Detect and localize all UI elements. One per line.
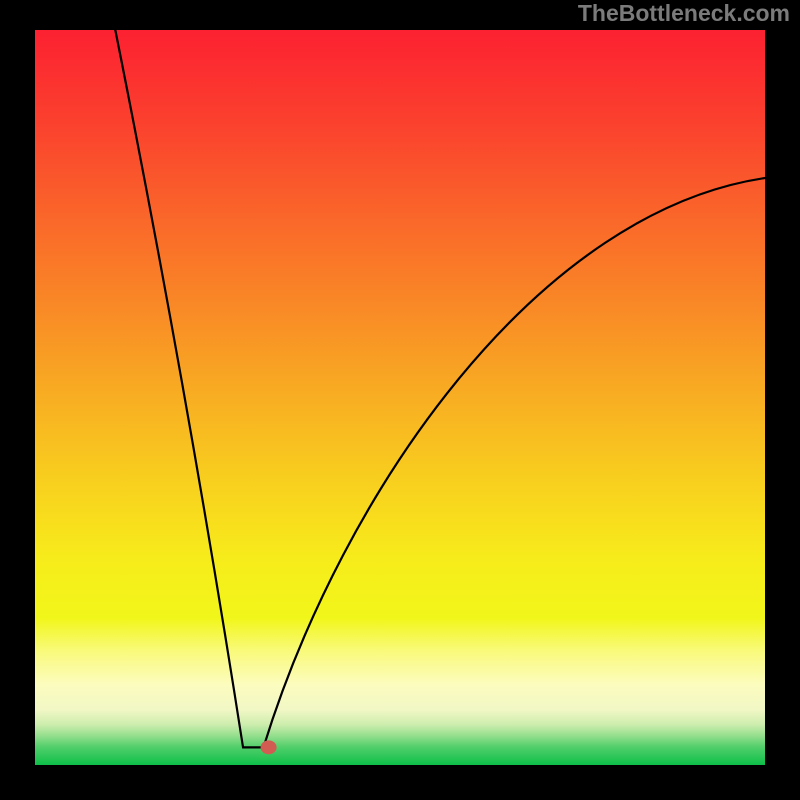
optimal-point-marker xyxy=(261,740,277,754)
plot-area xyxy=(35,30,765,765)
curve-layer xyxy=(35,30,765,765)
watermark-text: TheBottleneck.com xyxy=(578,0,790,27)
bottleneck-curve xyxy=(114,30,765,747)
